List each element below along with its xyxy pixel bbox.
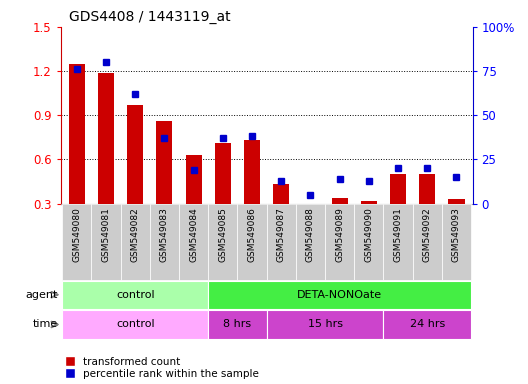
- Bar: [208, 204, 238, 280]
- Bar: [332, 198, 348, 248]
- Bar: [156, 121, 173, 248]
- Text: control: control: [116, 290, 155, 300]
- Text: GSM549090: GSM549090: [364, 207, 373, 262]
- Text: GSM549084: GSM549084: [189, 207, 198, 262]
- Bar: [238, 204, 267, 280]
- Bar: [62, 281, 208, 309]
- Text: DETA-NONOate: DETA-NONOate: [297, 290, 382, 300]
- Text: GSM549081: GSM549081: [101, 207, 110, 262]
- Bar: [390, 174, 406, 248]
- Bar: [383, 310, 471, 339]
- Text: GSM549082: GSM549082: [131, 207, 140, 262]
- Bar: [303, 204, 318, 248]
- Bar: [150, 204, 179, 280]
- Bar: [273, 184, 289, 248]
- Bar: [208, 281, 471, 309]
- Bar: [442, 204, 471, 280]
- Bar: [244, 140, 260, 248]
- Legend: transformed count, percentile rank within the sample: transformed count, percentile rank withi…: [66, 357, 259, 379]
- Bar: [296, 204, 325, 280]
- Bar: [419, 174, 435, 248]
- Text: GSM549087: GSM549087: [277, 207, 286, 262]
- Bar: [62, 310, 208, 339]
- Bar: [127, 105, 143, 248]
- Bar: [361, 200, 377, 248]
- Bar: [215, 143, 231, 248]
- Bar: [62, 204, 91, 280]
- Bar: [91, 204, 120, 280]
- Bar: [267, 310, 383, 339]
- Text: GSM549086: GSM549086: [248, 207, 257, 262]
- Text: 24 hrs: 24 hrs: [410, 319, 445, 329]
- Text: GSM549091: GSM549091: [393, 207, 402, 262]
- Text: GSM549088: GSM549088: [306, 207, 315, 262]
- Text: GSM549093: GSM549093: [452, 207, 461, 262]
- Bar: [185, 155, 202, 248]
- Text: GSM549092: GSM549092: [423, 207, 432, 262]
- Bar: [98, 73, 114, 248]
- Text: GSM549080: GSM549080: [72, 207, 81, 262]
- Text: 15 hrs: 15 hrs: [307, 319, 343, 329]
- Bar: [69, 64, 85, 248]
- Bar: [120, 204, 150, 280]
- Text: GSM549089: GSM549089: [335, 207, 344, 262]
- Bar: [383, 204, 413, 280]
- Bar: [354, 204, 383, 280]
- Bar: [325, 204, 354, 280]
- Bar: [267, 204, 296, 280]
- Text: agent: agent: [26, 290, 58, 300]
- Bar: [208, 310, 267, 339]
- Text: GDS4408 / 1443119_at: GDS4408 / 1443119_at: [69, 10, 231, 25]
- Text: 8 hrs: 8 hrs: [223, 319, 251, 329]
- Text: GSM549083: GSM549083: [160, 207, 169, 262]
- Text: time: time: [33, 319, 58, 329]
- Text: control: control: [116, 319, 155, 329]
- Bar: [413, 204, 442, 280]
- Text: GSM549085: GSM549085: [218, 207, 228, 262]
- Bar: [179, 204, 208, 280]
- Bar: [448, 199, 465, 248]
